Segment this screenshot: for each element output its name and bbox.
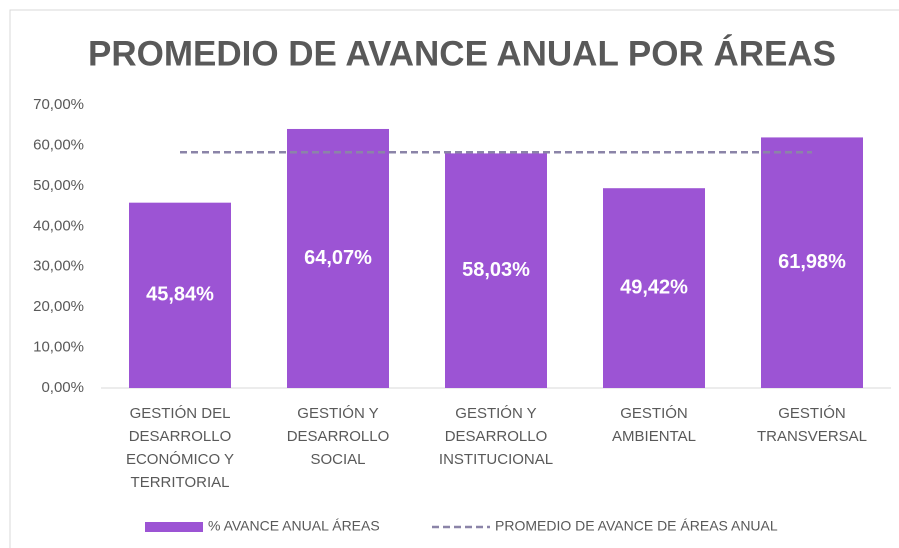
- legend-label: PROMEDIO DE AVANCE DE ÁREAS ANUAL: [495, 518, 778, 534]
- bar: [603, 188, 705, 388]
- chart-border: [9, 9, 899, 548]
- y-tick-label: 10,00%: [33, 339, 84, 356]
- chart-title: PROMEDIO DE AVANCE ANUAL POR ÁREAS: [88, 33, 836, 73]
- data-label: 45,84%: [146, 284, 214, 306]
- data-label: 49,42%: [620, 276, 688, 298]
- legend-label: % AVANCE ANUAL ÁREAS: [208, 518, 380, 534]
- x-tick-label: GESTIÓN TRANSVERSAL: [756, 405, 868, 445]
- y-tick-label: 60,00%: [33, 136, 84, 153]
- x-tick-label: GESTIÓN AMBIENTAL: [612, 405, 696, 445]
- y-tick-label: 40,00%: [33, 217, 84, 234]
- data-label: 64,07%: [304, 247, 372, 269]
- y-tick-label: 30,00%: [33, 258, 84, 275]
- data-label: 58,03%: [462, 259, 530, 281]
- data-label: 61,98%: [778, 251, 846, 273]
- x-tick-label: GESTIÓN DEL DESARROLLO ECONÓMICO Y TERRI…: [125, 405, 235, 491]
- y-tick-label: 70,00%: [33, 96, 84, 113]
- y-tick-label: 20,00%: [33, 298, 84, 315]
- x-tick-label: GESTIÓN Y DESARROLLO SOCIAL: [286, 405, 390, 468]
- bar: [761, 137, 863, 388]
- bar: [287, 128, 389, 389]
- bar: [129, 202, 231, 388]
- bar: [445, 153, 547, 388]
- legend-swatch: [145, 522, 203, 532]
- y-tick-label: 0,00%: [41, 379, 84, 396]
- x-tick-label: GESTIÓN Y DESARROLLO INSTITUCIONAL: [438, 405, 554, 468]
- y-tick-label: 50,00%: [33, 177, 84, 194]
